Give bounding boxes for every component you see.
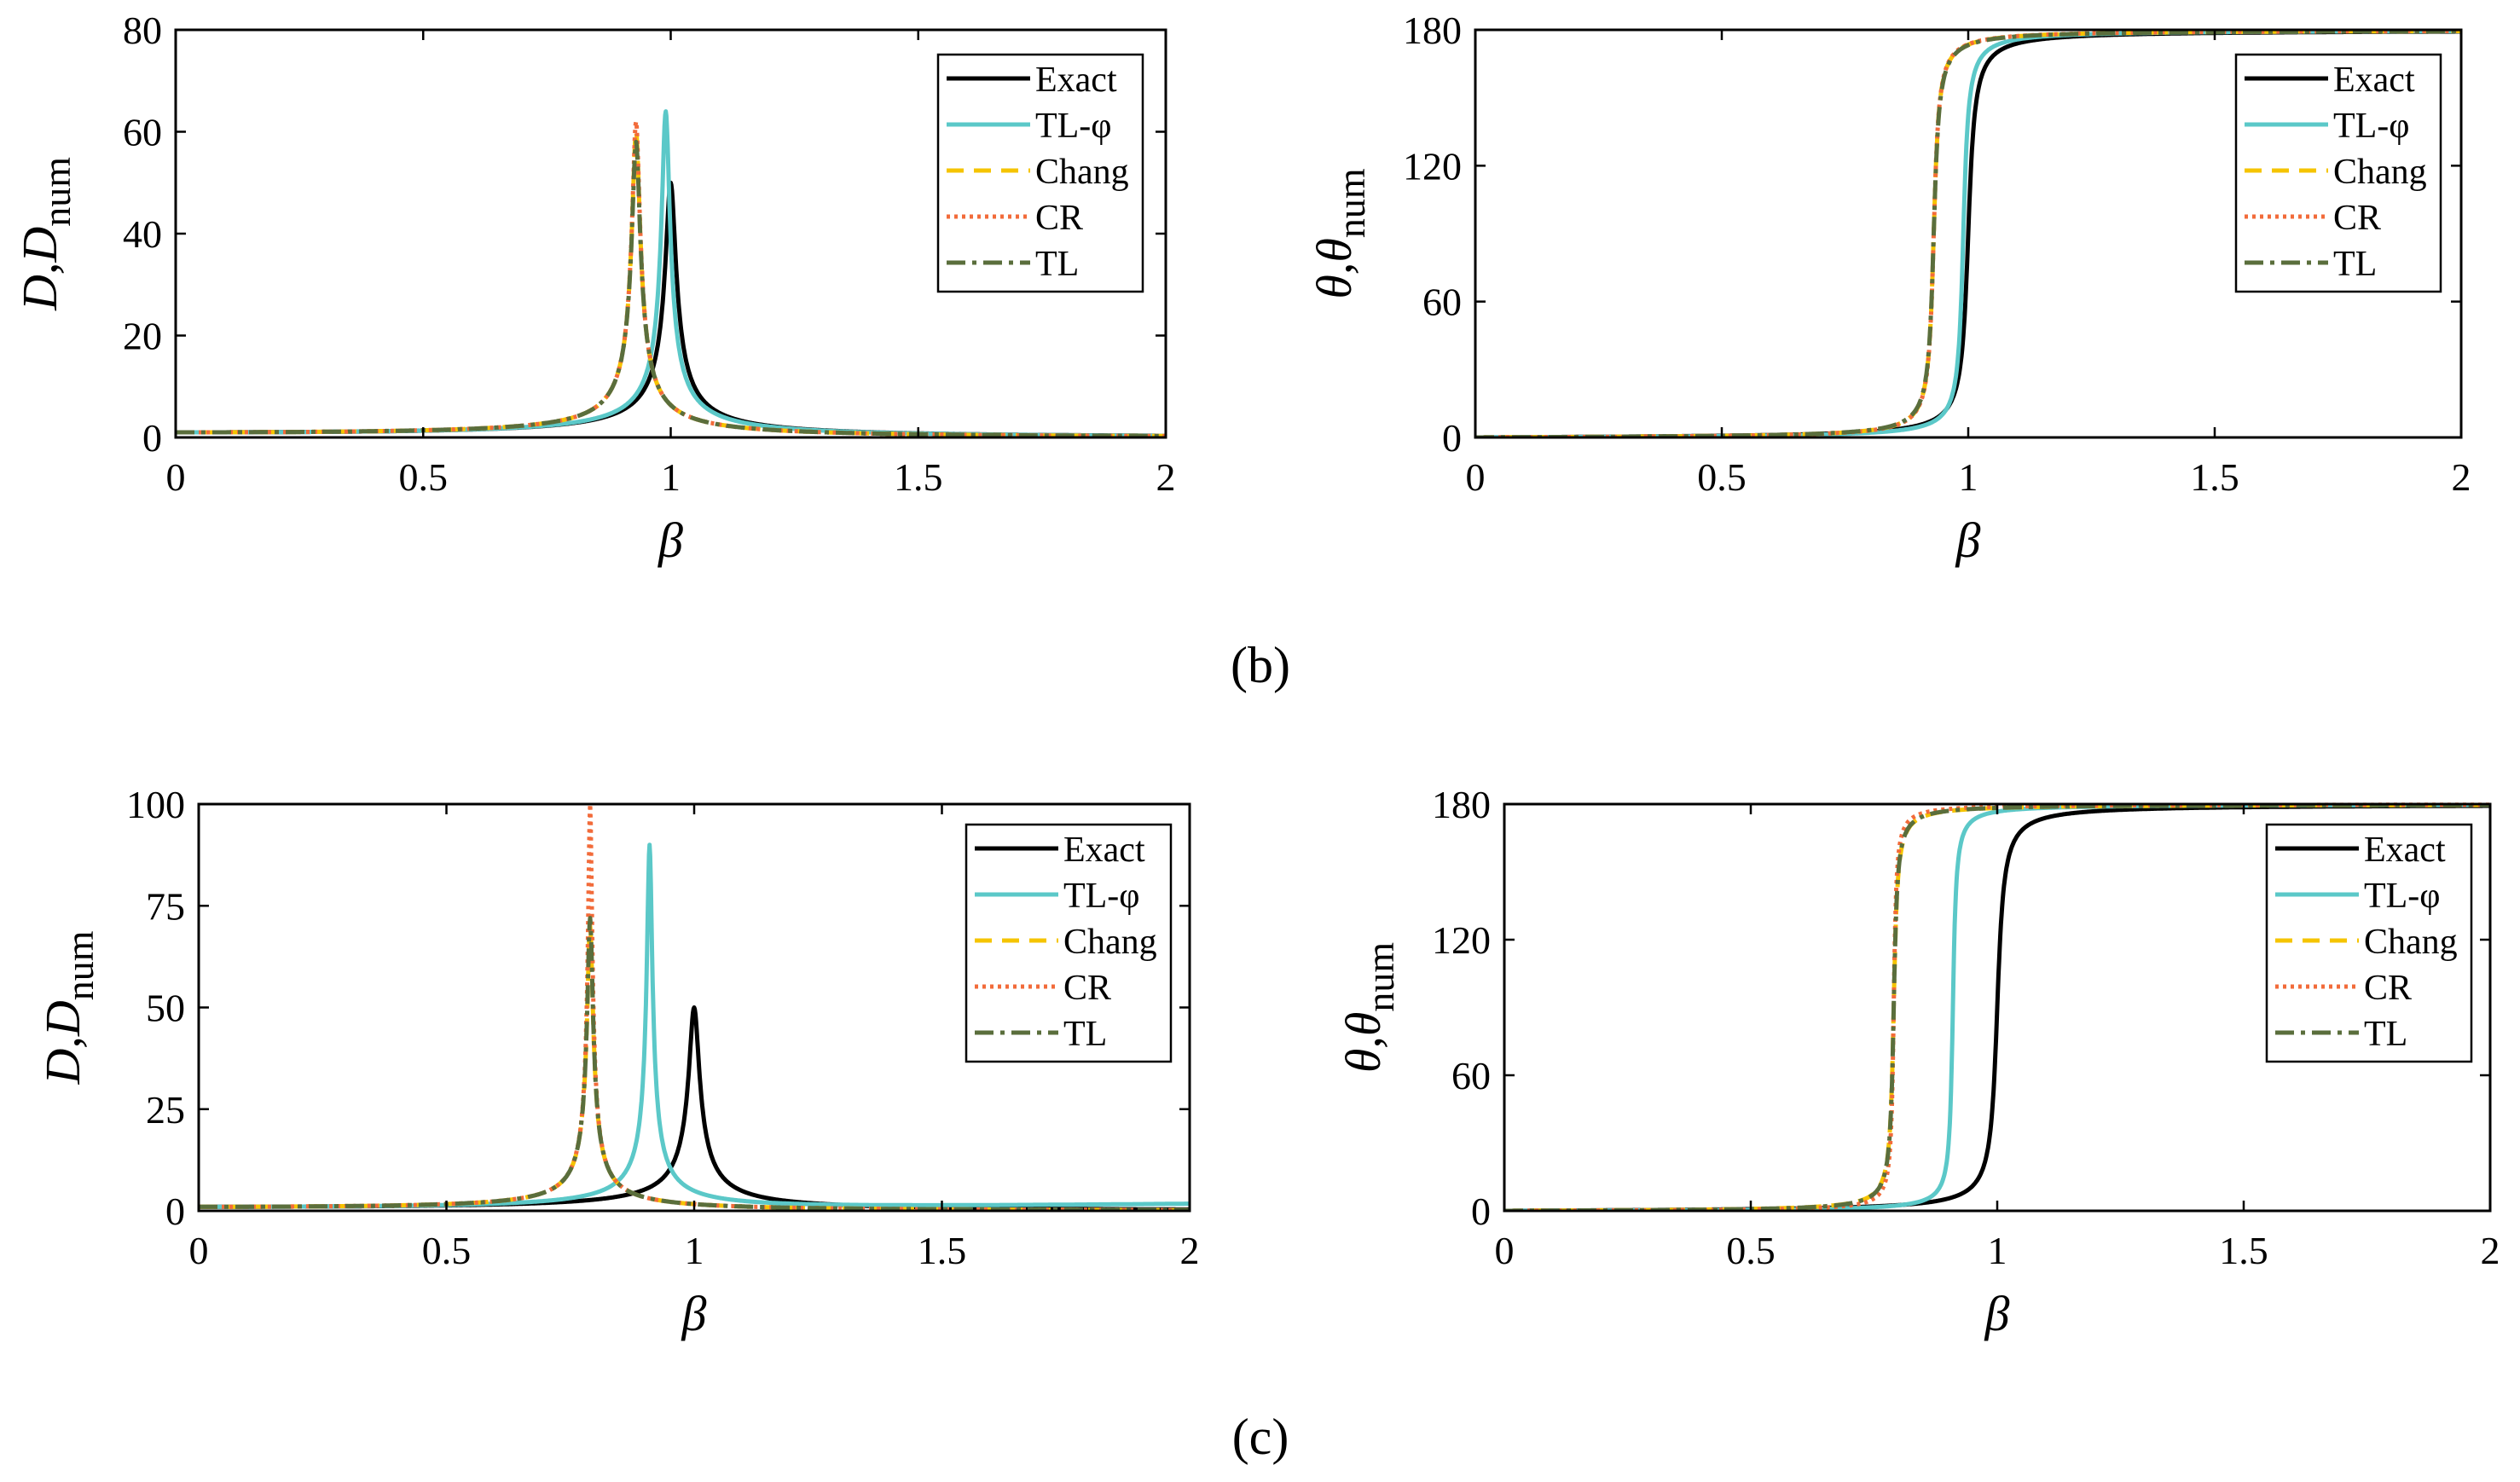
x-tick-label: 0.5	[422, 1229, 472, 1272]
x-tick-label: 2	[1180, 1229, 1200, 1272]
legend-box	[2265, 823, 2473, 1063]
x-tick-label: 0.5	[1697, 455, 1747, 499]
legend-label: Chang	[2364, 923, 2458, 962]
y-axis-label-subscript: num	[1330, 168, 1373, 238]
x-tick-label: 1	[661, 455, 681, 499]
y-axis-label-main: D,D	[12, 227, 67, 311]
y-axis-label-main: D,D	[35, 1000, 90, 1085]
y-tick-label: 0	[1442, 416, 1462, 460]
y-tick-label: 40	[123, 212, 162, 256]
x-axis-label: β	[658, 512, 683, 568]
legend-label: TL	[2333, 245, 2377, 284]
legend-label: Exact	[1035, 61, 1117, 100]
y-tick-label: 0	[165, 1190, 185, 1233]
x-tick-label: 1	[685, 1229, 704, 1272]
y-tick-label: 0	[1471, 1190, 1491, 1233]
y-tick-label: 60	[1422, 281, 1462, 324]
series-line-tl	[176, 139, 1166, 437]
x-tick-label: 0	[166, 455, 186, 499]
legend-label: TL-φ	[1063, 877, 1140, 916]
x-tick-label: 0	[189, 1229, 209, 1272]
legend: Exact TL-φ Chang CR TL	[936, 53, 1144, 293]
legend-label: TL-φ	[1035, 107, 1112, 146]
legend-label: Chang	[1063, 923, 1157, 962]
chart-b-amp: 0 0.5 1 1.5 2020406080βD,DnumExactTL-φChangC…	[12, 9, 1176, 568]
legend-label: Chang	[1035, 153, 1129, 192]
y-tick-label: 60	[1451, 1054, 1491, 1097]
legend-label: Exact	[2364, 831, 2446, 870]
legend: Exact TL-φ Chang CR TL	[2265, 823, 2473, 1063]
x-axis-label: β	[681, 1286, 707, 1341]
y-tick-label: 50	[146, 987, 185, 1030]
figure-caption: (c)	[1232, 1409, 1289, 1465]
legend-label: TL	[2364, 1015, 2407, 1054]
x-tick-label: 0	[1495, 1229, 1515, 1272]
legend-label: TL	[1035, 245, 1079, 284]
legend-label: TL	[1063, 1015, 1107, 1054]
legend-label: Chang	[2333, 153, 2427, 192]
legend-box	[2234, 53, 2442, 293]
legend-box	[965, 823, 1173, 1063]
y-tick-label: 180	[1403, 9, 1462, 52]
chart-b-phase: 0 0.5 1 1.5 2 0 60 120 180 β θ,θnum Exact TL-φ Chang C…	[1306, 9, 2471, 568]
y-axis-label-subscript: num	[35, 157, 78, 227]
x-tick-label: 1.5	[894, 455, 943, 499]
legend: Exact TL-φ Chang CR TL	[965, 823, 1173, 1063]
y-tick-label: 25	[146, 1088, 185, 1132]
x-tick-label: 1.5	[918, 1229, 967, 1272]
legend-label: TL-φ	[2333, 107, 2410, 146]
x-axis-label: β	[1955, 512, 1981, 568]
y-tick-label: 120	[1403, 144, 1462, 188]
x-tick-label: 2	[2481, 1229, 2500, 1272]
y-axis-label-main: θ,θ	[1306, 238, 1362, 298]
y-axis-label-subscript: num	[1358, 942, 1402, 1012]
legend: Exact TL-φ Chang CR TL	[2234, 53, 2442, 293]
x-tick-label: 0	[1466, 455, 1486, 499]
x-tick-label: 1	[1988, 1229, 2007, 1272]
x-tick-label: 2	[1156, 455, 1176, 499]
legend-label: TL-φ	[2364, 877, 2441, 916]
y-axis-label-subscript: num	[58, 930, 101, 1000]
y-axis-label: θ,θnum	[1306, 168, 1373, 298]
figure-caption: (b)	[1231, 637, 1290, 693]
legend-box	[936, 53, 1144, 293]
y-axis-label-main: θ,θ	[1335, 1012, 1391, 1073]
x-tick-label: 0.5	[399, 455, 449, 499]
x-axis-label: β	[1984, 1286, 2010, 1341]
y-tick-label: 60	[123, 111, 162, 154]
plot-area	[176, 109, 1166, 437]
y-tick-label: 0	[142, 416, 162, 460]
y-axis-label: D,Dnum	[35, 930, 101, 1085]
y-axis-label: D,Dnum	[12, 157, 78, 311]
y-tick-label: 80	[123, 9, 162, 52]
x-tick-label: 1.5	[2190, 455, 2239, 499]
legend-label: CR	[1035, 199, 1083, 238]
y-axis-label: θ,θnum	[1335, 942, 1402, 1073]
chart-c-phase: 0 0.5 1 1.5 2 0 60 120 180 β θ,θnum Exact TL-φ Chang C…	[1335, 783, 2500, 1341]
legend-label: CR	[2333, 199, 2381, 238]
y-tick-label: 180	[1432, 783, 1491, 826]
chart-c-amp: 0 0.5 1 1.5 2 0 25 50 75 100 β D,Dnum Exact TL-φ Chang…	[35, 783, 1200, 1341]
legend-label: CR	[2364, 969, 2412, 1008]
x-tick-label: 2	[2452, 455, 2471, 499]
legend-label: CR	[1063, 969, 1111, 1008]
y-tick-label: 120	[1432, 918, 1491, 962]
y-tick-label: 75	[146, 884, 185, 928]
x-tick-label: 0.5	[1726, 1229, 1776, 1272]
legend-label: Exact	[2333, 61, 2415, 100]
x-tick-label: 1	[1959, 455, 1978, 499]
y-tick-label: 20	[123, 315, 162, 358]
legend-label: Exact	[1063, 831, 1145, 870]
y-tick-label: 100	[126, 783, 185, 826]
series-line-tl	[199, 916, 1190, 1211]
x-tick-label: 1.5	[2219, 1229, 2268, 1272]
